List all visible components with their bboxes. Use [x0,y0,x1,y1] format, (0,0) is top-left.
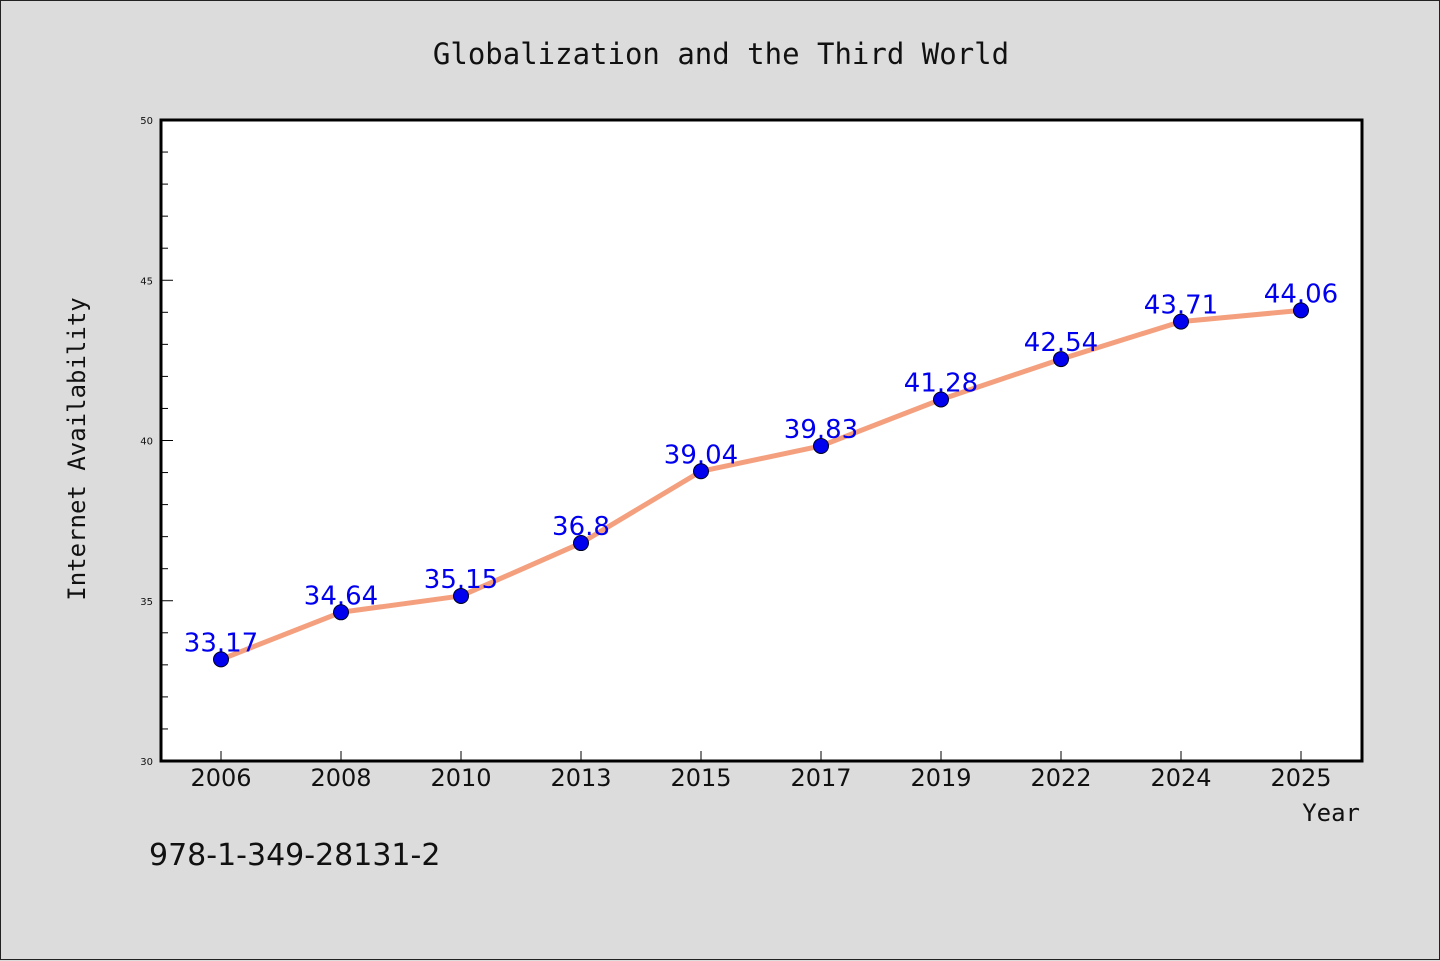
data-labels: 33.17 34.64 35.15 36.8 39.04 39.83 41.28 42.54 4… [184,279,1338,658]
x-tick-label: 2006 [190,764,251,792]
y-tick-label: 40 [140,437,153,448]
series-line [218,307,1304,662]
data-markers [213,302,1309,668]
x-tick-label: 2017 [790,764,851,792]
data-point [1173,313,1189,330]
x-tick-label: 2025 [1270,764,1331,792]
data-label: 35.15 [424,565,498,595]
y-axis: 30 35 40 45 50 [140,116,173,768]
data-label: 42.54 [1024,328,1098,358]
x-tick-label: 2015 [670,764,731,792]
data-label: 33.17 [184,628,258,658]
chart-title: Globalization and the Third World [433,37,1009,71]
data-label: 41.28 [904,368,978,398]
x-axis-label: Year [1302,799,1360,827]
data-point [333,604,349,621]
y-tick-label: 50 [140,116,153,127]
data-point [933,391,949,408]
data-label: 34.64 [304,581,378,611]
x-tick-label: 2013 [550,764,611,792]
data-point [1053,351,1069,368]
data-point [693,463,709,480]
y-tick-label: 30 [140,757,153,768]
x-tick-label: 2022 [1030,764,1091,792]
data-point [213,651,229,668]
x-tick-label: 2010 [430,764,491,792]
y-tick-label: 35 [140,597,153,608]
x-tick-label: 2008 [310,764,371,792]
x-tick-label: 2019 [910,764,971,792]
data-point [813,437,829,454]
data-label: 39.83 [784,415,858,445]
data-label: 39.04 [664,440,738,470]
data-label: 43.71 [1144,291,1218,321]
data-point [453,587,469,604]
y-axis-label: Internet Availability [63,297,91,600]
plot-area [159,118,1364,763]
y-tick-label: 45 [140,276,153,287]
data-label: 36.8 [552,512,610,542]
x-axis: 2006 2008 2010 2013 2015 2017 2019 2022 2024 2025 [190,751,1332,792]
x-tick-label: 2024 [1150,764,1211,792]
data-point [1293,302,1309,319]
data-point [573,535,589,552]
footer-id-text: 978-1-349-28131-2 [149,838,440,873]
data-label: 44.06 [1264,279,1338,309]
